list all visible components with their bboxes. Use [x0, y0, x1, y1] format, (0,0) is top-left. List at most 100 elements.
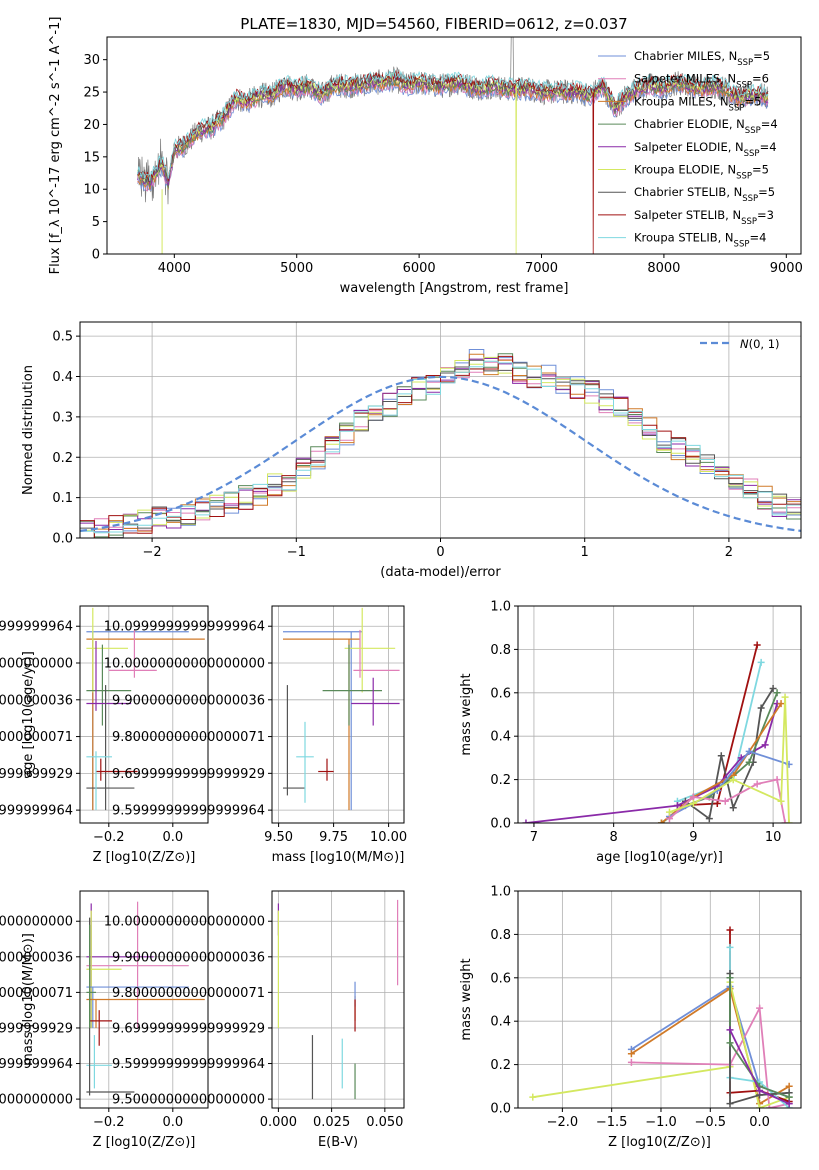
x-axis-label: wavelength [Angstrom, rest frame]: [340, 281, 569, 296]
panel-mass-vs-ebv: 0.000 0.025 0.050 9.50000000000000000 9.5999…: [104, 890, 405, 1150]
y-tick-label: 0.4: [490, 730, 511, 745]
panel-weight-vs-age: 7 8 9 10 0.0 0.2 0.4 0.6 0.8 1.0 age [log10(age/yr…: [459, 600, 802, 865]
errorbar-chabrier-elodie: [86, 644, 132, 726]
x-tick-label: 1: [581, 545, 589, 560]
y-tick-label: 9.59999999999999964: [0, 804, 73, 819]
weight-series-kroupa-elodie: [665, 693, 793, 823]
errorbar-salpeter-stelib: [89, 1010, 112, 1046]
y-tick-label: 10.00000000000000000: [0, 657, 73, 672]
x-tick-label: 0: [436, 545, 444, 560]
x-tick-label: −0.2: [93, 1115, 125, 1130]
y-tick-label: 9.69999999999999929: [112, 1021, 265, 1036]
y-tick-label: 0.0: [52, 532, 73, 547]
weight-marker: [785, 1082, 793, 1090]
x-tick-label: 2: [725, 545, 733, 560]
plot-area: [86, 607, 205, 811]
errorbar-kroupa-stelib: [296, 721, 314, 803]
weight-marker: [726, 974, 734, 982]
weight-marker: [713, 799, 721, 807]
y-tick-label: 9.90000000000000036: [112, 693, 265, 708]
panel-weight-vs-Z: −2.0 −1.5 −1.0 −0.5 0.0 0.0 0.2 0.4 0.6 0.8 1.0 Z […: [459, 885, 802, 1150]
plot-area: [86, 901, 205, 1096]
weight-marker: [756, 1087, 764, 1095]
weight-marker: [522, 819, 530, 823]
y-tick-label: 0.0: [490, 817, 511, 832]
y-tick-label: 9.59999999999999964: [112, 1057, 265, 1072]
y-tick-label: 9.90000000000000036: [0, 950, 73, 965]
y-tick-label: 0.6: [490, 686, 511, 701]
weight-marker: [765, 1104, 773, 1108]
errorbar-salpeter-stelib: [96, 758, 138, 781]
plot-area: [529, 926, 793, 1108]
x-tick-label: −1.0: [645, 1115, 677, 1130]
y-tick-label: 25: [83, 86, 100, 101]
x-axis-label: mass [log10(M/M⊙)]: [272, 850, 405, 865]
weight-marker: [627, 1050, 635, 1058]
y-tick-label: 0.4: [52, 370, 73, 385]
weight-marker: [745, 747, 753, 755]
weight-marker: [777, 700, 785, 708]
weight-marker: [665, 808, 673, 816]
y-tick-label: 0.2: [490, 1058, 511, 1073]
y-tick-label: 9.50000000000000000: [0, 1093, 73, 1108]
y-tick-label: 9.69999999999999929: [0, 767, 73, 782]
x-tick-label: 7: [530, 830, 538, 845]
weight-marker: [689, 793, 697, 801]
panel-age-vs-mass: 9.50 9.75 10.00 9.59999999999999964 9.699999…: [104, 605, 407, 865]
y-axis-label: mass weight: [459, 673, 474, 755]
y-tick-label: 9.59999999999999964: [0, 1057, 73, 1072]
normal-curve: [80, 375, 801, 532]
x-tick-label: 9.50: [264, 830, 293, 845]
weight-marker: [726, 926, 734, 934]
weight-marker: [726, 1039, 734, 1047]
histogram-kroupa-stelib: [80, 360, 801, 538]
axes-frame: [271, 605, 405, 824]
model-line-kroupa-stelib: [137, 69, 769, 182]
y-tick-label: 9.80000000000000071: [0, 986, 73, 1001]
y-tick-label: 9.80000000000000071: [112, 986, 265, 1001]
y-tick-label: 9.69999999999999929: [0, 1021, 73, 1036]
x-tick-label: 0.000: [260, 1115, 297, 1130]
legend-entry: Chabrier STELIB, NSSP=5: [634, 185, 775, 204]
x-tick-label: −1.5: [596, 1115, 628, 1130]
x-tick-label: 9: [689, 830, 697, 845]
weight-marker: [753, 780, 761, 788]
y-tick-label: 10: [83, 183, 100, 198]
plot-area: [277, 899, 399, 1100]
axes-frame: [79, 890, 209, 1109]
weight-marker: [781, 693, 789, 701]
y-tick-label: 30: [83, 53, 100, 68]
y-axis-label: Flux [f_λ 10^-17 erg cm^-2 s^-1 A^-1]: [48, 17, 63, 275]
weight-marker: [773, 689, 781, 697]
legend-entry: Salpeter ELODIE, NSSP=4: [634, 140, 777, 159]
weight-marker: [769, 684, 777, 692]
weight-marker: [785, 819, 793, 823]
weight-series-salpeter-miles: [665, 776, 789, 823]
errorbar-chabrier-miles: [283, 631, 363, 811]
x-tick-label: 7000: [525, 261, 558, 276]
errorbar-chabrier-elodie: [86, 924, 96, 1028]
errorbar-chabrier-stelib: [283, 685, 305, 796]
legend-entry: Kroupa ELODIE, NSSP=5: [634, 163, 769, 182]
y-tick-label: 0.8: [490, 928, 511, 943]
panel-age-vs-Z: −0.2 0.0 9.59999999999999964 9.699999999999…: [0, 605, 209, 865]
weight-marker: [773, 776, 781, 784]
x-axis-label: Z [log10(Z/Z⊙)]: [608, 1135, 711, 1150]
errorbar-kroupa-stelib: [86, 751, 112, 811]
weight-marker: [745, 758, 753, 766]
legend-entry: N(0, 1): [740, 337, 780, 351]
weight-marker: [761, 741, 769, 749]
y-tick-label: 1.0: [490, 600, 511, 615]
weight-marker: [689, 799, 697, 807]
weight-marker: [756, 1004, 764, 1012]
weight-marker: [781, 819, 789, 823]
axes-frame: [517, 890, 802, 1109]
x-axis-label: (data-model)/error: [380, 565, 501, 580]
x-axis-label: age [log10(age/yr)]: [596, 850, 723, 865]
y-tick-label: 15: [83, 150, 100, 165]
x-tick-label: −0.2: [93, 830, 125, 845]
y-tick-label: 0.3: [52, 410, 73, 425]
weight-marker: [657, 819, 665, 823]
